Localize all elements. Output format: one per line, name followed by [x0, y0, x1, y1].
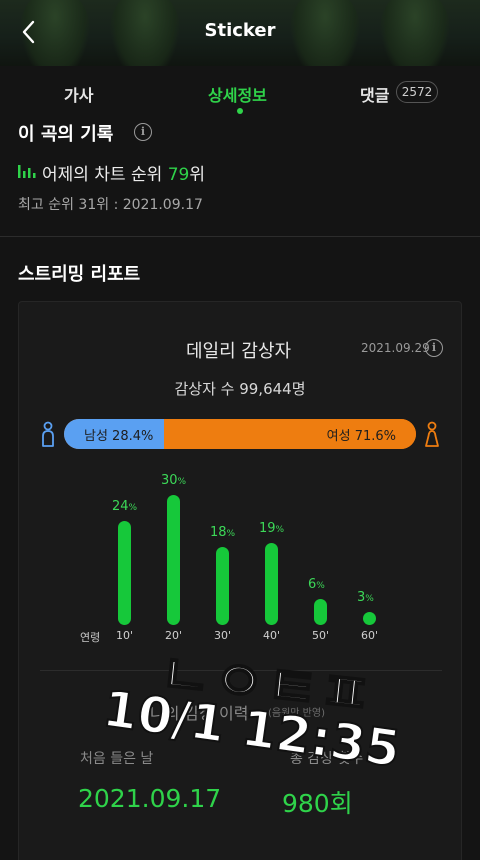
first-listen-label: 처음 들은 날: [80, 751, 154, 767]
header-background-figure: [380, 0, 450, 66]
header-background-figure: [20, 0, 90, 66]
history-divider: [40, 670, 442, 671]
listener-count: 감상자 수 99,644명: [174, 380, 306, 398]
age-bar-value-label: 24%: [112, 499, 138, 514]
header-background-figure: [110, 0, 180, 66]
age-bar: [117, 521, 131, 625]
age-bar: [264, 542, 278, 625]
comment-count-badge: 2572: [396, 81, 438, 103]
age-tick-label: 30': [214, 629, 232, 642]
history-subtitle: (음원만 반영): [268, 708, 325, 719]
yesterday-chart-rank: 어제의 차트 순위 79위: [42, 160, 205, 185]
first-listen-date: 2021.09.17: [78, 784, 222, 813]
age-tick-label: 50': [312, 629, 330, 642]
tab-details[interactable]: 상세정보: [208, 86, 267, 105]
age-tick-label: 40': [263, 629, 281, 642]
total-plays-count: 980회: [282, 789, 353, 818]
age-bar: [362, 612, 376, 625]
yesterday-rank-suffix: 위: [189, 165, 205, 185]
header-background-figure: [290, 0, 360, 66]
male-ratio-label: 남성 28.4%: [84, 429, 154, 444]
age-axis-label: 연령: [80, 631, 101, 644]
page-title: Sticker: [204, 20, 276, 41]
active-tab-indicator: [237, 108, 243, 114]
tab-comments[interactable]: 댓글: [360, 86, 390, 105]
age-bar-value-label: 6%: [308, 577, 325, 592]
info-icon[interactable]: i: [425, 339, 443, 357]
yesterday-rank-prefix: 어제의 차트 순위: [42, 165, 168, 185]
section-divider: [0, 236, 480, 237]
daily-listeners-title: 데일리 감상자: [186, 341, 292, 362]
age-bar-chart: 24% 10' 30% 20' 18% 30' 19% 40' 6% 50' 3% 60': [60, 470, 410, 650]
header: Sticker: [0, 0, 480, 66]
age-tick-label: 60': [361, 629, 379, 642]
info-icon[interactable]: i: [134, 123, 152, 141]
age-bar: [215, 547, 229, 625]
report-card: [18, 301, 462, 860]
age-bar-value-label: 18%: [210, 525, 236, 540]
age-tick-label: 20': [165, 629, 183, 642]
age-bar: [313, 599, 327, 625]
age-bar-value-label: 30%: [161, 473, 187, 488]
male-person-icon: [42, 421, 54, 447]
record-section-title: 이 곡의 기록: [18, 124, 114, 145]
age-bar: [166, 495, 180, 625]
age-tick-label: 10': [116, 629, 134, 642]
total-plays-label: 총 감상 횟수: [290, 751, 364, 767]
best-rank: 최고 순위 31위 : 2021.09.17: [18, 197, 203, 213]
chevron-left-icon[interactable]: [18, 18, 42, 46]
yesterday-rank-value: 79: [167, 165, 190, 185]
age-bar-value-label: 19%: [259, 520, 285, 536]
history-title: 나의 감상 이력: [150, 704, 249, 723]
gender-ratio-bar: 남성 28.4% 여성 71.6%: [64, 419, 416, 449]
female-person-icon: [425, 421, 439, 447]
report-section-title: 스트리밍 리포트: [18, 264, 141, 285]
female-ratio-label: 여성 71.6%: [326, 429, 396, 444]
tab-lyrics[interactable]: 가사: [64, 86, 94, 105]
male-segment: [64, 419, 164, 449]
chart-bars-icon: [18, 165, 36, 178]
report-date: 2021.09.29: [361, 341, 430, 355]
female-segment: [163, 419, 416, 449]
age-bar-value-label: 3%: [357, 590, 374, 605]
